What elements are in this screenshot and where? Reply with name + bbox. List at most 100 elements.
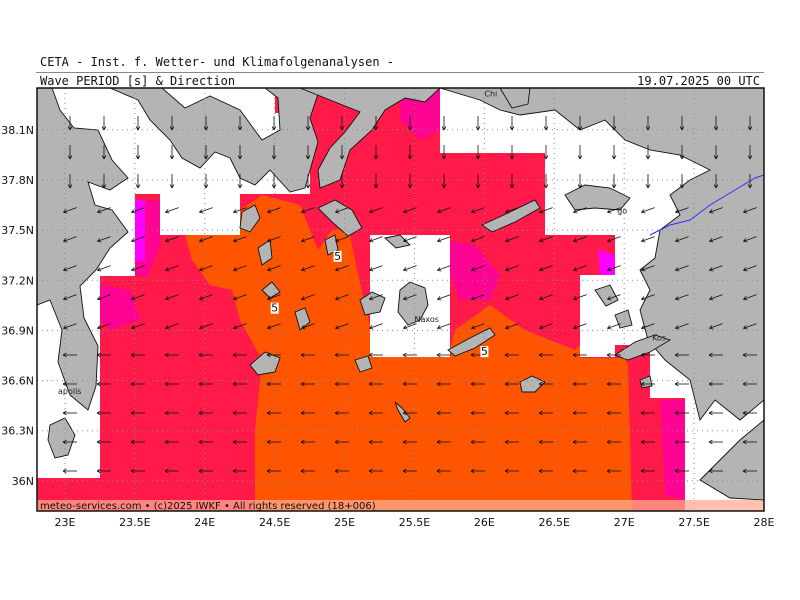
wave-arrow-123 — [675, 265, 689, 272]
wave-direction-arrows — [62, 116, 757, 474]
wave-arrow-147 — [63, 323, 77, 330]
wave-arrow-45 — [169, 174, 175, 189]
wave-arrow-84 — [63, 236, 77, 243]
wave-arrow-125 — [743, 265, 757, 272]
wave-arrow-24 — [169, 145, 175, 160]
wave-arrow-34 — [509, 145, 515, 160]
wave-arrow-68 — [233, 207, 247, 214]
contour-labels: 5 5 5 — [270, 250, 489, 358]
wave-arrow-237 — [266, 439, 281, 445]
wave-arrow-112 — [301, 265, 315, 272]
wave-arrow-138 — [471, 294, 485, 301]
wave-arrow-182 — [538, 352, 553, 358]
wave-arrow-244 — [504, 439, 519, 445]
wave-arrow-235 — [198, 439, 213, 445]
land-naxos — [397, 281, 429, 326]
wave-arrow-191 — [130, 381, 145, 387]
land-serifos — [261, 281, 281, 299]
wave-arrow-99 — [573, 236, 587, 243]
wave-arrow-8 — [339, 116, 345, 131]
land-kos — [614, 334, 672, 361]
wave-arrow-213 — [164, 410, 179, 416]
wave-arrow-0 — [67, 116, 73, 131]
wave-arrow-53 — [441, 174, 447, 189]
wave-arrow-141 — [573, 294, 587, 301]
land-attica — [109, 88, 321, 193]
map-border — [36, 87, 765, 512]
wave-arrow-190 — [96, 381, 111, 387]
wave-arrow-243 — [470, 439, 485, 445]
wave-arrow-239 — [334, 439, 349, 445]
latitude-tick-labels: 36N 36.3N 36.6N 36.9N 37.2N 37.5N 37.8N 38.1N — [1, 124, 34, 488]
wave-arrow-254 — [130, 468, 145, 474]
wave-arrow-197 — [334, 381, 349, 387]
wave-arrow-38 — [645, 145, 651, 160]
wave-arrow-231 — [62, 439, 77, 445]
wave-arrow-78 — [573, 207, 587, 214]
lon-tick-label-8: 27E — [614, 516, 635, 529]
wave-arrow-247 — [606, 439, 621, 445]
wave-arrow-20 — [747, 116, 753, 131]
wave-arrow-11 — [441, 116, 447, 131]
wave-arrow-81 — [675, 207, 689, 214]
wave-arrow-62 — [747, 174, 753, 189]
wave-arrow-257 — [232, 468, 247, 474]
wave-arrow-14 — [543, 116, 549, 131]
lon-tick-label-0: 23E — [54, 516, 75, 529]
land-sifnos — [294, 307, 311, 331]
lon-tick-label-1: 23.5E — [119, 516, 150, 529]
wave-arrow-43 — [101, 174, 107, 189]
wave-arrow-83 — [743, 207, 757, 214]
land-samos — [564, 184, 631, 211]
wave-arrow-124 — [709, 265, 723, 272]
wave-arrow-209 — [742, 381, 757, 387]
footer-strip — [37, 500, 764, 511]
wave-arrow-251 — [742, 439, 757, 445]
wave-arrow-174 — [266, 352, 281, 358]
wave-arrow-210 — [62, 410, 77, 416]
wave-arrow-108 — [165, 265, 179, 272]
wave-arrow-10 — [407, 116, 413, 131]
wave-arrow-178 — [402, 352, 417, 358]
wave-arrow-238 — [300, 439, 315, 445]
wave-arrow-114 — [369, 265, 383, 272]
wave-arrow-96 — [471, 236, 485, 243]
wave-arrow-242 — [436, 439, 451, 445]
wave-arrow-203 — [538, 381, 553, 387]
wave-arrow-148 — [97, 323, 111, 330]
wave-arrow-172 — [198, 352, 213, 358]
wave-arrow-86 — [131, 236, 145, 243]
wave-arrow-130 — [199, 294, 213, 301]
wave-arrow-106 — [97, 265, 111, 272]
wave-arrow-262 — [402, 468, 417, 474]
wave-arrow-240 — [368, 439, 383, 445]
wave-arrow-27 — [271, 145, 277, 160]
lon-tick-label-9: 27.5E — [678, 516, 709, 529]
wave-arrow-263 — [436, 468, 451, 474]
wave-arrow-4 — [203, 116, 209, 131]
wave-arrow-168 — [62, 352, 77, 358]
wave-arrow-76 — [505, 207, 519, 214]
place-label-2: Kos — [652, 333, 666, 342]
wave-arrow-31 — [407, 145, 413, 160]
wave-arrow-205 — [606, 381, 621, 387]
wave-arrow-61 — [713, 174, 719, 189]
wave-arrow-36 — [577, 145, 583, 160]
wave-arrow-162 — [573, 323, 587, 330]
place-label-1: Naxos — [414, 315, 438, 324]
land-ikaria — [481, 199, 541, 233]
wave-arrow-75 — [471, 207, 485, 214]
wave-arrow-206 — [640, 381, 655, 387]
wave-arrow-65 — [131, 207, 145, 214]
wave-arrow-233 — [130, 439, 145, 445]
wave-arrow-155 — [335, 323, 349, 330]
wave-arrow-259 — [300, 468, 315, 474]
wave-arrow-93 — [369, 236, 383, 243]
wave-arrow-256 — [198, 468, 213, 474]
wave-arrow-52 — [407, 174, 413, 189]
land-syros — [324, 234, 339, 256]
wave-arrow-222 — [470, 410, 485, 416]
wave-arrow-270 — [674, 468, 689, 474]
land-kalymnos — [614, 309, 633, 329]
land-paros — [359, 291, 386, 316]
